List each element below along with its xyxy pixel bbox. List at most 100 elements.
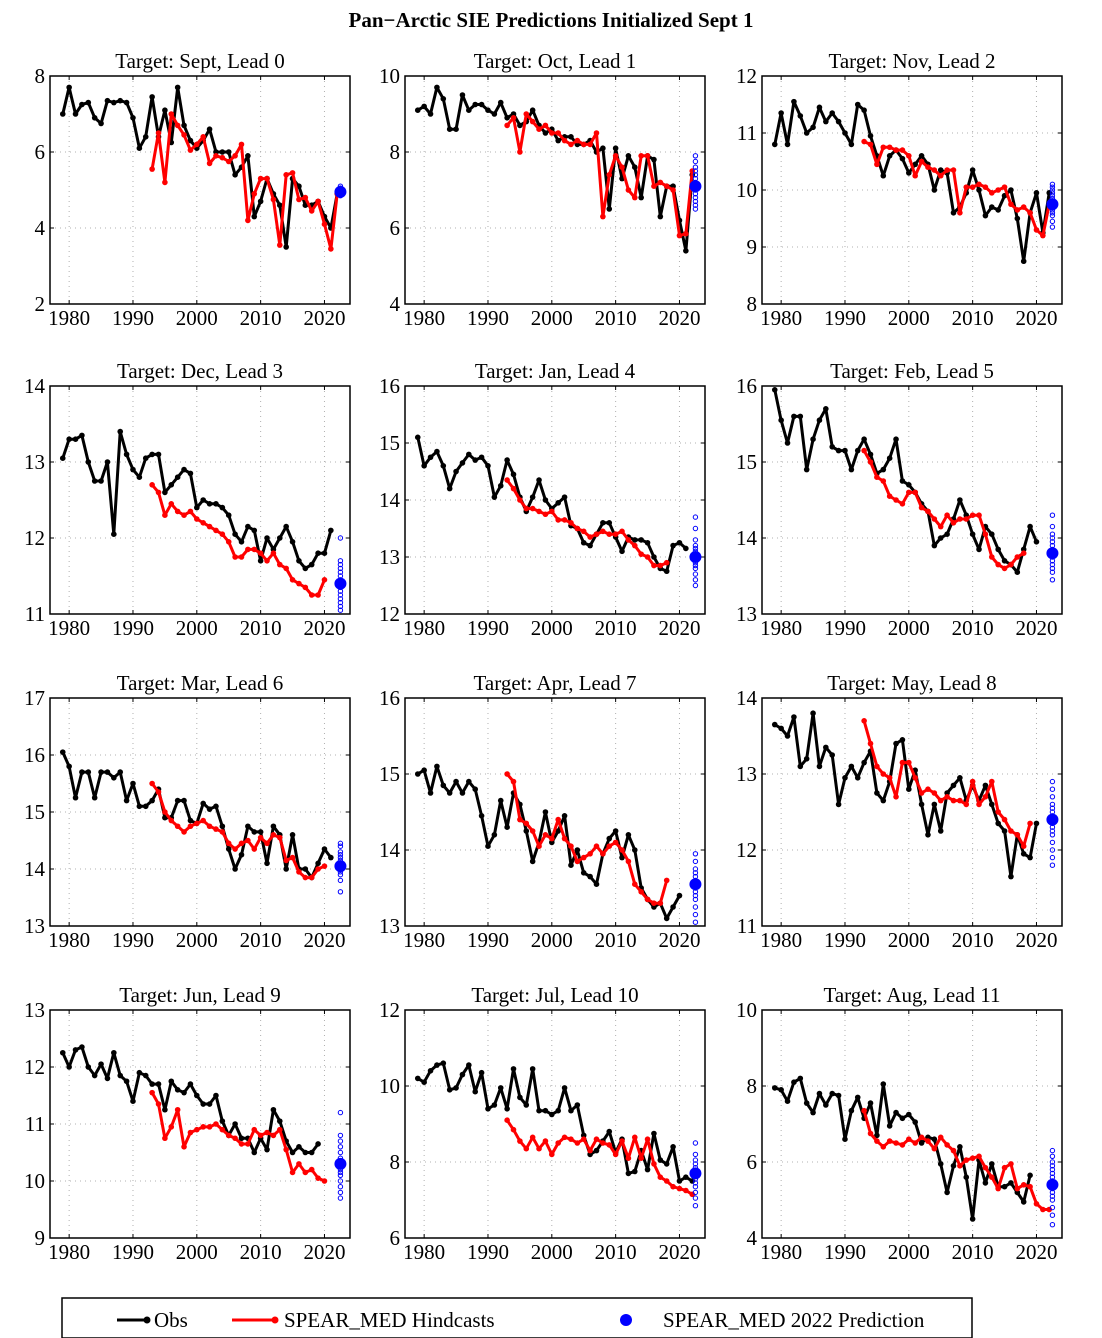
obs-point [867,1100,874,1106]
prediction-member [337,840,344,847]
hindcast-point [644,554,651,560]
obs-point [232,172,238,178]
obs-point [232,1121,238,1127]
obs-point [232,531,238,537]
figure-title: Pan−Arctic SIE Predictions Initialized S… [349,8,754,32]
y-tick-label: 15 [736,450,757,474]
obs-point [944,1189,950,1196]
obs-point [784,141,791,148]
hindcast-point [283,1146,289,1153]
prediction-member [1049,193,1056,199]
prediction-member [692,194,699,201]
hindcast-point [1008,201,1014,208]
hindcast-point [213,527,219,534]
prediction-member [1049,1153,1056,1160]
obs-point [155,451,162,458]
hindcast-point [289,1169,296,1176]
hindcast-point [880,144,887,151]
hindcast-point [529,505,536,512]
obs-point [168,482,175,488]
hindcast-point [308,1166,315,1173]
obs-point [587,542,593,549]
hindcast-point [1001,565,1008,572]
hindcast-point [561,137,568,144]
hindcast-point [1014,832,1021,838]
hindcast-point [542,511,549,518]
prediction-member [692,565,699,572]
hindcast-point [187,508,194,515]
obs-point [79,769,85,775]
obs-point [937,535,944,541]
hindcast-point [168,111,175,117]
prediction-member [692,858,699,865]
obs-point [142,455,149,462]
obs-point [937,828,944,834]
panel-8: Target: May, Lead 8 1980 1990 2000 2010 2020 1… [736,671,1063,952]
hindcast-point [593,130,600,136]
x-tick-label: 2020 [658,928,700,952]
hindcast-point [200,520,206,526]
prediction-member [692,896,699,903]
obs-point [497,797,504,804]
obs-point [149,451,155,458]
obs-point [85,1064,92,1070]
obs-point [66,763,72,770]
panel-3: Target: Dec, Lead 3 1980 1990 2000 2010 2020 1… [24,359,351,640]
hindcast-point [315,198,321,205]
prediction-member [1049,565,1056,572]
hindcast-point [321,863,328,869]
hindcast-point [517,816,523,823]
x-tick-label: 1980 [48,616,90,640]
hindcast-point [593,843,600,849]
hindcast-point [168,817,175,824]
obs-point [174,797,181,804]
obs-point [136,1069,143,1076]
obs-point [296,1144,302,1150]
hindcast-point [612,839,619,846]
hindcast-point [657,179,664,186]
prediction-member [692,153,699,159]
prediction-member [1049,218,1056,225]
prediction-member [337,596,344,602]
prediction-member [692,172,699,178]
y-tick-label: 14 [24,857,46,881]
prediction-member [692,1140,699,1146]
obs-point [549,1111,555,1118]
panel-frame [761,697,1063,927]
obs-point [995,207,1001,213]
obs-point [937,1161,944,1167]
hindcast-point [270,832,277,838]
panel-frame [761,385,1063,615]
hindcast-point [950,797,957,804]
panel-frame [49,1009,351,1239]
obs-point [213,803,219,810]
y-tick-label: 16 [379,686,400,710]
x-tick-label: 2000 [531,928,573,952]
hindcast-point [549,835,555,842]
obs-point [555,500,561,506]
prediction-member [337,1138,344,1144]
x-tick-label: 1990 [467,616,509,640]
prediction-member [1049,828,1056,834]
obs-point [918,801,925,808]
obs-point [162,107,168,113]
y-tick-label: 2 [35,292,46,316]
y-tick-label: 16 [379,374,400,398]
obs-point [651,1130,657,1137]
obs-line [773,100,1051,263]
obs-point [1033,820,1040,827]
obs-point [213,501,219,507]
hindcast-point [912,775,918,781]
obs-point [625,832,632,838]
hindcast-point [625,537,632,543]
y-tick-label: 11 [25,1112,45,1136]
panel-title: Target: Jan, Lead 4 [475,359,636,383]
obs-point [485,107,491,113]
prediction-member [337,849,344,855]
hindcast-point [606,843,613,849]
obs-point [797,413,804,420]
hindcast-point [899,1142,906,1148]
hindcast-point [937,172,944,179]
obs-point [206,126,213,132]
panel-frame [404,385,706,615]
